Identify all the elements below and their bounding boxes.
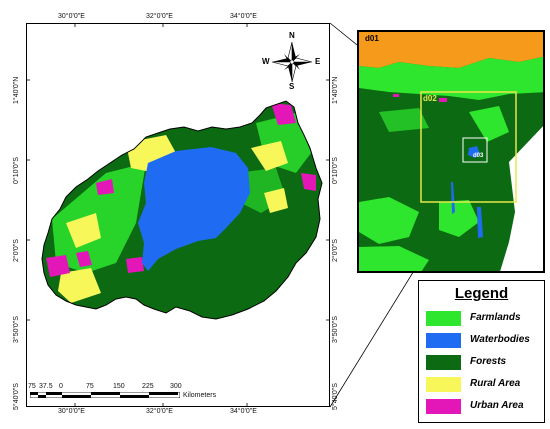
rural-patch — [264, 188, 288, 213]
scale-label: 37.5 — [39, 383, 53, 390]
rural-patch — [251, 141, 288, 171]
scale-label: 225 — [142, 383, 154, 390]
bottom-tick-label: 30°0'0"E — [58, 408, 85, 415]
legend-swatch-rural-area — [426, 377, 461, 392]
top-tick-label: 34°0'0"E — [230, 13, 257, 20]
scale-bar-graphic — [30, 392, 180, 398]
north-label: N — [289, 31, 295, 40]
scale-bar: 75 37.5 0 75 150 225 300 Kilometers — [28, 380, 228, 404]
top-tick-label: 30°0'0"E — [58, 13, 85, 20]
legend: Legend Farmlands Waterbodies Forests Rur… — [418, 280, 545, 423]
domain-label-d03: d03 — [473, 153, 484, 159]
legend-label: Rural Area — [470, 378, 521, 389]
rural-patch — [66, 213, 101, 248]
legend-swatch-forests — [426, 355, 461, 370]
east-label: E — [315, 57, 321, 66]
legend-title: Legend — [454, 285, 509, 302]
urban-patch — [271, 103, 296, 125]
urban-patch — [301, 173, 316, 191]
urban-patch — [126, 257, 144, 273]
legend-label: Urban Area — [470, 400, 524, 411]
inset-map: d01 d02 d03 — [357, 30, 545, 273]
rural-patch — [58, 268, 101, 303]
urban-patch — [76, 251, 92, 267]
scale-label: 0 — [59, 383, 63, 390]
legend-label: Farmlands — [470, 312, 521, 323]
lake-victoria-basin-map — [26, 23, 330, 407]
top-tick-label: 32°0'0"E — [146, 13, 173, 20]
scale-label: 150 — [113, 383, 125, 390]
legend-label: Forests — [470, 356, 507, 367]
scale-label: 300 — [170, 383, 182, 390]
legend-swatch-farmlands — [426, 311, 461, 326]
domain-label-d01: d01 — [365, 34, 379, 43]
scale-label: 75 — [86, 383, 94, 390]
bottom-tick-label: 32°0'0"E — [146, 408, 173, 415]
legend-swatch-waterbodies — [426, 333, 461, 348]
lake-victoria — [138, 147, 250, 271]
urban-patch — [96, 179, 114, 195]
domain-label-d02: d02 — [423, 94, 437, 103]
compass-rose-icon — [271, 41, 313, 83]
scale-unit: Kilometers — [183, 392, 217, 399]
inset-map-graphic — [359, 32, 543, 271]
south-label: S — [289, 82, 295, 91]
legend-label: Waterbodies — [470, 334, 530, 345]
west-label: W — [262, 57, 270, 66]
scale-label: 75 — [28, 383, 36, 390]
legend-swatch-urban-area — [426, 399, 461, 414]
north-arrow: N S E W — [262, 31, 322, 91]
bottom-tick-label: 34°0'0"E — [230, 408, 257, 415]
urban-patch — [46, 255, 70, 277]
